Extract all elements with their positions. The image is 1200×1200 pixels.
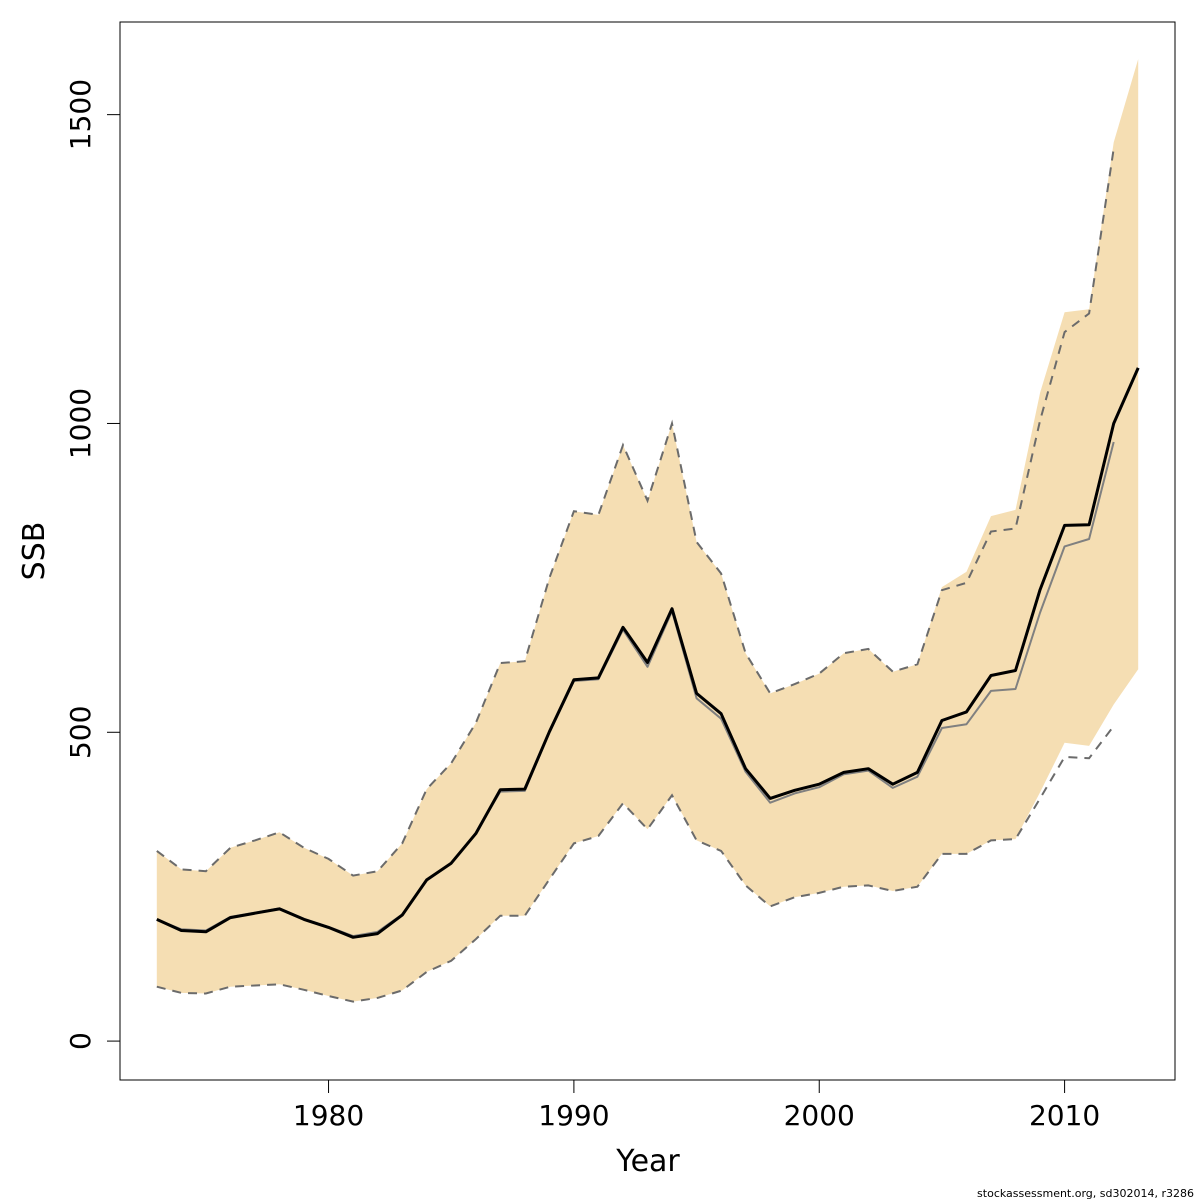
y-tick-label: 0 <box>64 1032 97 1050</box>
x-tick-label: 2000 <box>784 1099 855 1132</box>
y-tick-label: 1000 <box>64 388 97 459</box>
y-axis: 0 500 1000 1500 <box>64 79 121 1050</box>
confidence-band <box>156 59 1139 1002</box>
x-tick-label: 2010 <box>1029 1099 1100 1132</box>
lower-bound-line <box>156 725 1115 1003</box>
ssb-series-line-1 <box>156 367 1140 939</box>
x-tick-label: 1990 <box>538 1099 609 1132</box>
credit-text: stockassessment.org, sd302014, r3286 <box>977 1187 1194 1200</box>
ssb-series-layer <box>156 367 1140 939</box>
y-tick-label: 500 <box>64 706 97 759</box>
y-axis-title: SSB <box>17 522 52 581</box>
x-axis-title: Year <box>615 1144 680 1179</box>
x-tick-label: 1980 <box>293 1099 364 1132</box>
confidence-bound-lines <box>156 148 1115 1003</box>
y-tick-label: 1500 <box>64 79 97 150</box>
x-axis: 1980 1990 2000 2010 <box>293 1079 1100 1132</box>
confidence-band-layer <box>156 59 1139 1002</box>
upper-bound-line <box>156 148 1115 877</box>
